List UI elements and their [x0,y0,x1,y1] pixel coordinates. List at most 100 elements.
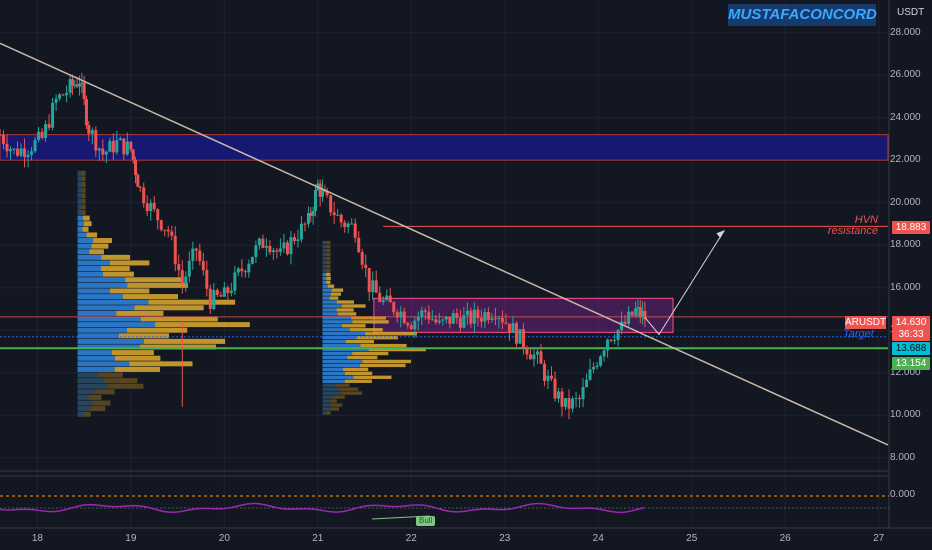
candle-body [434,319,438,323]
profile-bar-sell [88,394,102,400]
profile-bar-buy [77,210,82,216]
profile-bar-buy [322,308,337,312]
candle-body [525,348,529,355]
candle-body [2,134,6,144]
profile-bar-sell [118,333,169,339]
candle-body [254,245,258,257]
candle-body [23,148,27,158]
profile-bar-sell [327,284,335,288]
candle-body [571,398,575,409]
candle-body [187,260,191,277]
candle-body [479,318,483,322]
profile-bar-sell [360,343,407,348]
candle-body [229,290,233,294]
y-tick-label: 22.000 [890,154,921,166]
profile-bar-buy [322,383,335,387]
profile-bar-buy [77,294,123,300]
profile-bar-sell [127,282,188,288]
profile-bar-buy [322,312,338,316]
candle-body [184,276,188,285]
profile-bar-buy [77,344,140,350]
profile-bar-sell [352,320,389,324]
candle-body [311,210,315,216]
candle-body [430,319,434,321]
candle-body [493,318,497,320]
candle-body [350,223,354,225]
candle-body [395,312,399,318]
profile-bar-sell [92,400,111,406]
y-tick-label: 8.000 [890,451,916,463]
profile-bar-sell [116,310,164,316]
candle-body [339,214,343,223]
profile-bar-sell [368,347,426,352]
profile-bar-buy [322,371,345,376]
y-tick-label: 24.000 [890,111,921,123]
candle-body [90,130,94,134]
candle-body [532,354,536,360]
candle-body [198,250,202,262]
profile-bar-sell [326,240,331,245]
profile-bar-buy [322,375,354,379]
candle-body [9,149,13,152]
candle-body [388,295,392,303]
candle-body [641,311,645,318]
candle-body [16,148,20,156]
candle-body [564,398,568,407]
candle-body [104,151,108,155]
candle-body [371,280,375,292]
candle-body [138,186,142,188]
profile-bar-sell [134,305,204,311]
profile-bar-sell [356,336,399,340]
profile-bar-sell [347,355,378,360]
candle-body [413,320,417,330]
profile-bar-buy [77,277,126,283]
candle-body [208,288,212,310]
profile-bar-sell [344,379,372,383]
x-tick-label: 27 [873,533,885,544]
candle-body [82,82,86,100]
profile-bar-sell [81,198,86,204]
profile-bar-buy [322,276,327,280]
candle-body [313,190,317,211]
profile-bar-sell [336,300,354,304]
x-tick-label: 24 [592,533,604,544]
candle-body [549,375,553,379]
profile-bar-buy [322,264,327,269]
candle-body [320,189,324,197]
candle-body [58,94,62,99]
candle-body [12,148,16,150]
candle-body [455,313,459,319]
blue-level-tag: 13.688 [892,342,930,355]
profile-bar-buy [77,394,89,400]
profile-bar-sell [81,187,86,193]
profile-bar-buy [322,391,341,395]
candle-body [634,308,638,316]
candle-body [236,268,240,273]
candle-body [381,300,385,302]
candle-body [616,330,620,341]
candle-body [539,351,543,364]
candle-body [5,143,9,152]
x-tick-label: 26 [779,533,791,544]
profile-bar-buy [322,316,352,320]
candle-body [325,191,329,196]
profile-bar-sell [328,399,337,403]
profile-bar-buy [322,355,348,360]
candle-body [142,187,146,204]
profile-bar-buy [77,282,128,288]
candle-body [156,209,160,221]
profile-bar-sell [148,299,236,305]
profile-bar-sell [326,252,331,257]
profile-bar-sell [83,411,91,417]
profile-bar-buy [322,387,339,391]
profile-bar-sell [326,276,331,280]
candle-body [219,294,223,297]
profile-bar-sell [114,355,161,361]
candle-body [469,310,473,324]
profile-bar-buy [322,260,327,265]
candle-body [61,94,65,96]
candle-body [173,235,177,265]
profile-bar-buy [77,249,90,255]
candle-body [250,256,254,264]
